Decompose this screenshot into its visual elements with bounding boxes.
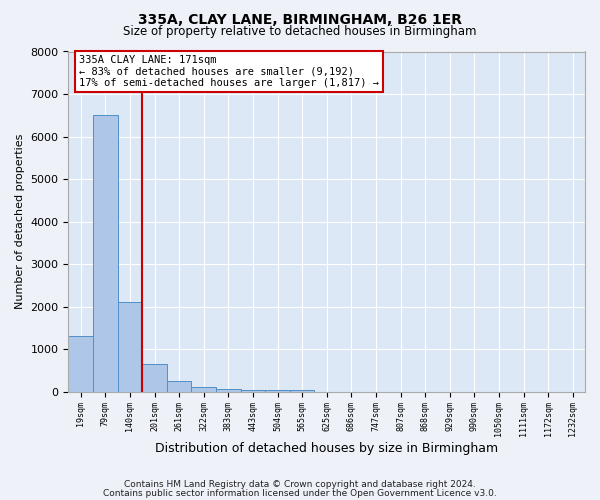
Text: 335A, CLAY LANE, BIRMINGHAM, B26 1ER: 335A, CLAY LANE, BIRMINGHAM, B26 1ER <box>138 12 462 26</box>
Bar <box>68 336 93 392</box>
Y-axis label: Number of detached properties: Number of detached properties <box>15 134 25 310</box>
Text: Contains HM Land Registry data © Crown copyright and database right 2024.: Contains HM Land Registry data © Crown c… <box>124 480 476 489</box>
Bar <box>142 364 167 392</box>
Text: Contains public sector information licensed under the Open Government Licence v3: Contains public sector information licen… <box>103 488 497 498</box>
Bar <box>290 390 314 392</box>
Text: 335A CLAY LANE: 171sqm
← 83% of detached houses are smaller (9,192)
17% of semi-: 335A CLAY LANE: 171sqm ← 83% of detached… <box>79 55 379 88</box>
X-axis label: Distribution of detached houses by size in Birmingham: Distribution of detached houses by size … <box>155 442 498 455</box>
Bar <box>265 390 290 392</box>
Bar <box>93 116 118 392</box>
Bar <box>216 388 241 392</box>
Bar <box>191 388 216 392</box>
Bar <box>241 390 265 392</box>
Bar <box>118 302 142 392</box>
Bar <box>167 381 191 392</box>
Text: Size of property relative to detached houses in Birmingham: Size of property relative to detached ho… <box>123 25 477 38</box>
